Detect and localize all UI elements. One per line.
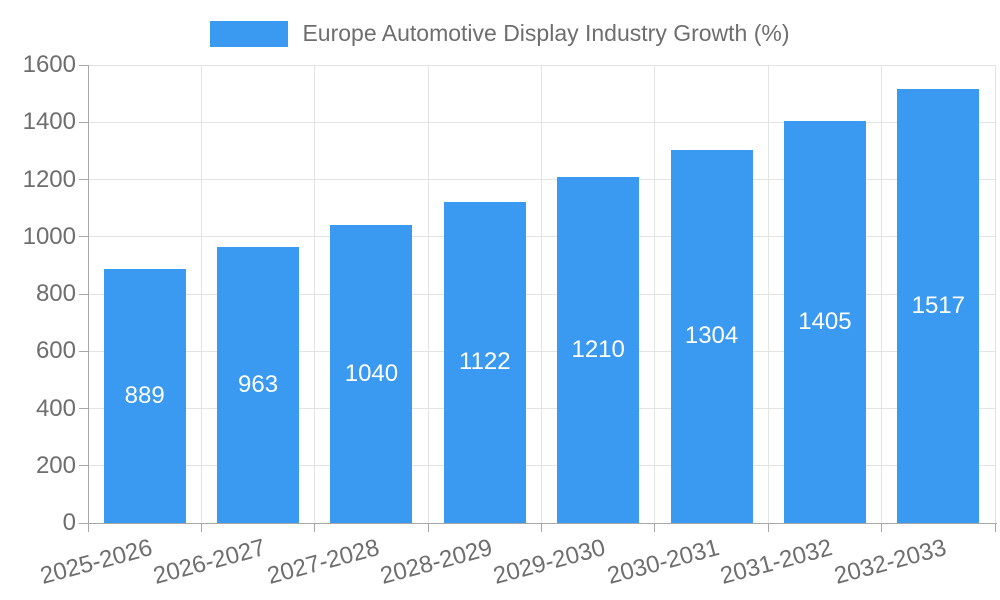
y-axis-line	[88, 65, 89, 523]
y-axis-tick	[79, 179, 88, 180]
bar-value-label: 889	[124, 381, 165, 409]
y-axis-tick	[79, 408, 88, 409]
bar[interactable]	[217, 247, 300, 523]
x-axis-tick-label: 2029-2030	[490, 534, 609, 590]
x-gridline	[654, 65, 656, 523]
x-axis-tick-label: 2026-2027	[150, 534, 269, 590]
x-axis-tick	[87, 523, 89, 532]
x-axis-tick	[427, 523, 429, 532]
x-axis-tick	[994, 523, 996, 532]
y-axis-tick-label: 1200	[22, 165, 76, 193]
y-axis-tick-label: 200	[35, 451, 76, 479]
x-gridline	[200, 65, 202, 523]
x-axis-tick	[881, 523, 883, 532]
bar-value-label: 1304	[684, 322, 739, 350]
y-axis-tick	[79, 465, 88, 467]
bar-value-label: 1405	[798, 307, 852, 335]
legend-swatch	[210, 20, 289, 47]
x-axis-tick-label: 2025-2026	[37, 534, 156, 590]
x-gridline	[767, 65, 769, 523]
bar-value-label: 1040	[344, 360, 399, 388]
x-axis-line	[80, 523, 997, 524]
bar[interactable]	[443, 201, 526, 523]
x-axis-tick	[541, 523, 542, 532]
legend-label: Europe Automotive Display Industry Growt…	[302, 20, 790, 46]
x-axis-tick	[200, 523, 202, 532]
bar[interactable]	[670, 149, 753, 523]
y-axis-tick-label: 1000	[22, 222, 76, 250]
x-axis-tick	[314, 523, 316, 532]
y-axis-tick	[79, 64, 88, 66]
y-axis-tick	[79, 236, 88, 238]
bar-value-label: 1210	[571, 335, 625, 363]
y-axis-tick-label: 600	[35, 337, 76, 365]
chart-legend[interactable]: Europe Automotive Display Industry Growt…	[0, 20, 1000, 47]
x-axis-tick	[767, 523, 769, 532]
bar[interactable]	[557, 176, 640, 523]
y-axis-tick	[79, 350, 88, 352]
y-axis-tick-label: 1600	[22, 51, 76, 78]
bar-value-label: 963	[238, 371, 279, 399]
bar[interactable]	[783, 120, 866, 523]
y-axis-tick-label: 400	[35, 394, 76, 422]
bar-value-label: 1122	[459, 348, 511, 376]
x-axis-tick-label: 2032-2033	[830, 534, 949, 590]
y-axis-tick	[79, 293, 88, 295]
bar-value-label: 1517	[911, 291, 965, 319]
x-axis-tick-label: 2027-2028	[264, 534, 382, 590]
y-axis-tick	[79, 121, 88, 123]
x-gridline	[541, 65, 542, 523]
bar[interactable]	[897, 88, 980, 523]
y-axis-tick-label: 0	[62, 509, 76, 536]
x-axis-tick-label: 2031-2032	[717, 534, 836, 590]
y-axis-tick-label: 800	[35, 280, 76, 307]
x-gridline	[314, 65, 316, 523]
x-axis-tick-label: 2028-2029	[377, 534, 496, 590]
x-axis-tick-label: 2030-2031	[604, 534, 723, 590]
x-gridline	[427, 65, 429, 523]
x-gridline	[881, 65, 883, 523]
x-gridline	[994, 65, 996, 523]
y-axis-tick-label: 1400	[22, 108, 76, 136]
bar[interactable]	[103, 268, 186, 523]
x-axis-tick	[654, 523, 656, 532]
bar[interactable]	[330, 225, 413, 523]
